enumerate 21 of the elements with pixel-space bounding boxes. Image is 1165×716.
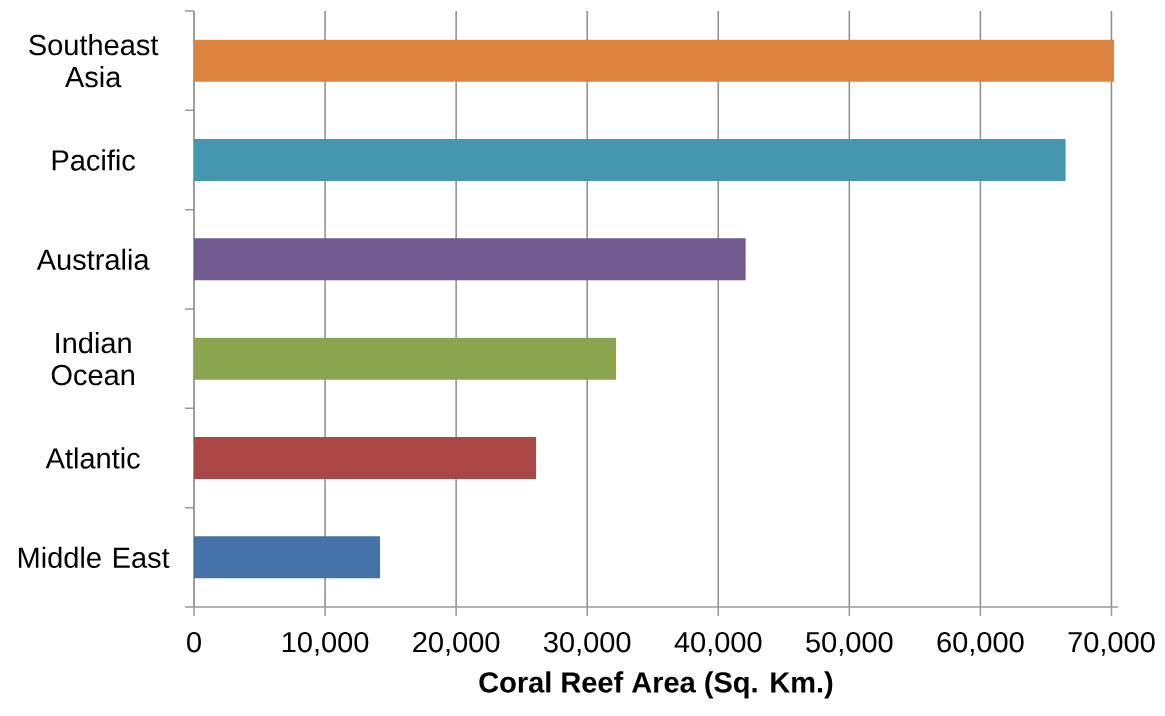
x-tick-label: 40,000 [674,631,762,656]
x-tick-label: 0 [187,631,201,653]
bar [194,337,617,380]
x-tick-label: 30,000 [543,631,631,656]
y-tick-label: Indian Ocean [51,332,134,386]
x-tick-label: 50,000 [806,631,893,656]
y-tick-label: Southeast Asia [29,34,159,88]
bar [194,139,1066,182]
y-tick-label: Pacific [52,149,136,171]
x-axis-title: Coral Reef Area (Sq. Km.) [479,671,833,699]
bar [194,437,537,480]
x-tick-label: 10,000 [282,631,369,656]
x-tick-label: 60,000 [937,631,1024,656]
bar [194,238,746,281]
bar [194,536,381,579]
y-tick-label: Middle East [18,546,170,568]
y-tick-label: Atlantic [45,447,140,469]
bar [194,39,1115,82]
y-tick-label: Australia [36,248,150,270]
x-tick-label: 20,000 [413,631,500,656]
x-tick-label: 70,000 [1068,631,1155,656]
